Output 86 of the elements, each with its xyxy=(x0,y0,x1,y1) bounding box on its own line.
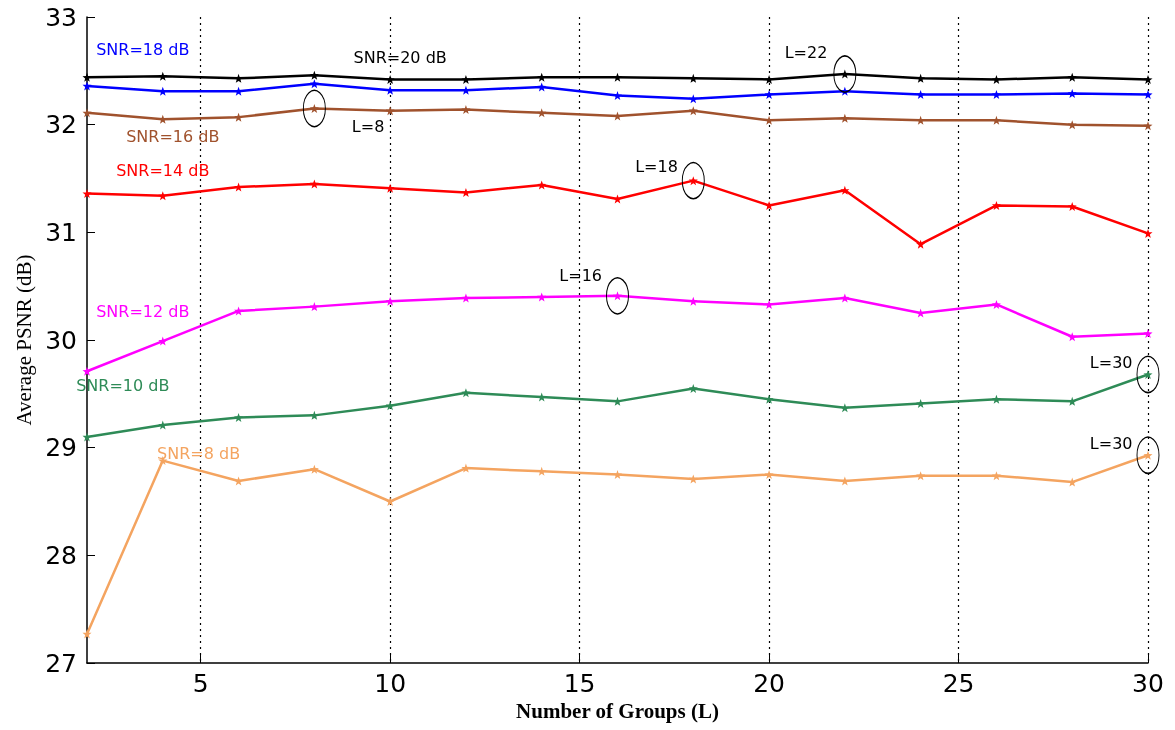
point xyxy=(916,73,926,83)
annotation: L=8 xyxy=(351,117,385,137)
annotation: L=18 xyxy=(635,157,678,177)
annotation: L=16 xyxy=(559,266,603,286)
point xyxy=(991,74,1001,84)
point xyxy=(840,113,850,123)
point xyxy=(613,470,622,480)
point xyxy=(991,200,1001,210)
point xyxy=(461,293,471,303)
point xyxy=(537,108,547,118)
point xyxy=(840,403,850,413)
series-label: SNR=12 dB xyxy=(96,302,190,322)
point xyxy=(840,293,850,303)
point xyxy=(461,388,471,398)
y-tick-label: 31 xyxy=(45,217,77,247)
point xyxy=(840,476,850,486)
point xyxy=(234,306,244,316)
x-tick-label: 20 xyxy=(753,669,785,698)
point xyxy=(764,90,774,100)
point xyxy=(158,336,168,346)
x-tick-label: 25 xyxy=(942,669,975,698)
point xyxy=(158,71,168,81)
y-tick-label: 29 xyxy=(45,433,77,463)
point xyxy=(82,432,92,442)
series-label: SNR=8 dB xyxy=(157,444,241,464)
annotation: L=30 xyxy=(1089,352,1133,372)
point xyxy=(613,111,622,121)
point xyxy=(82,366,92,376)
point xyxy=(537,180,547,190)
y-tick-label: 27 xyxy=(45,648,77,678)
point xyxy=(82,629,92,639)
point xyxy=(1143,228,1153,238)
point xyxy=(688,474,698,484)
point xyxy=(840,185,850,195)
point xyxy=(82,189,92,199)
point xyxy=(991,471,1001,481)
point xyxy=(991,299,1001,309)
point xyxy=(537,292,547,302)
series-label: SNR=18 dB xyxy=(96,40,190,60)
point xyxy=(688,94,698,104)
series-label: SNR=16 dB xyxy=(126,127,220,147)
x-tick-label: 5 xyxy=(192,669,209,698)
annotation: L=22 xyxy=(784,42,828,62)
x-tick-label: 30 xyxy=(1132,669,1164,698)
point xyxy=(991,394,1001,404)
point xyxy=(461,74,471,84)
point xyxy=(688,383,698,393)
series-label: SNR=14 dB xyxy=(116,160,210,180)
point xyxy=(916,239,926,249)
point xyxy=(537,82,547,92)
y-axis-title: Average PSNR (dB) xyxy=(11,254,36,426)
y-tick-label: 28 xyxy=(45,540,77,570)
point xyxy=(613,194,622,204)
series-label: SNR=20 dB xyxy=(353,48,447,68)
point xyxy=(82,81,92,91)
point xyxy=(1143,74,1153,84)
point xyxy=(309,179,319,189)
point xyxy=(1067,72,1077,82)
point xyxy=(1067,201,1077,211)
y-tick-label: 30 xyxy=(45,325,77,355)
y-tick-label: 33 xyxy=(45,2,77,32)
x-tick-label: 10 xyxy=(374,669,407,698)
point xyxy=(82,108,92,118)
point xyxy=(1143,90,1153,100)
annotation: L=30 xyxy=(1089,433,1133,453)
point xyxy=(613,396,622,406)
point xyxy=(916,90,926,100)
x-axis-title: Number of Groups (L) xyxy=(516,699,719,724)
point xyxy=(309,410,319,420)
point xyxy=(309,302,319,312)
point xyxy=(385,497,395,506)
point xyxy=(613,72,622,82)
point xyxy=(234,413,244,423)
point xyxy=(764,470,774,480)
point xyxy=(916,471,926,481)
point xyxy=(309,79,319,89)
point xyxy=(309,70,319,80)
point xyxy=(461,105,471,115)
y-tick-label: 32 xyxy=(45,110,77,140)
point xyxy=(613,91,622,101)
point xyxy=(991,90,1001,100)
x-tick-label: 15 xyxy=(563,669,596,698)
point xyxy=(309,464,319,474)
point xyxy=(1067,88,1077,98)
point xyxy=(1143,329,1153,339)
point xyxy=(1067,120,1077,130)
